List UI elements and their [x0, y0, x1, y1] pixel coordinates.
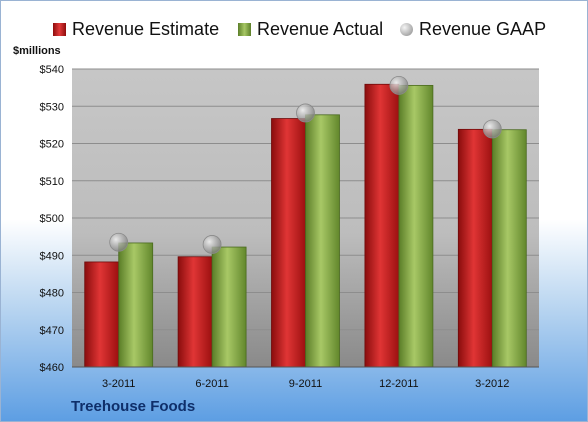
marker-revenue-gaap	[109, 232, 129, 252]
bars	[84, 83, 527, 368]
bar-revenue-actual	[118, 242, 154, 368]
y-tick-label: $520	[40, 139, 64, 151]
bar-revenue-estimate	[457, 128, 493, 368]
y-tick-label: $460	[40, 362, 64, 374]
x-tick-label: 3-2012	[475, 378, 509, 390]
x-tick-label: 3-2011	[102, 378, 135, 390]
x-tick-label: 12-2011	[379, 378, 419, 390]
x-tick-labels: 3-2011 6-2011 9-2011 12-2011 3-2012	[102, 378, 509, 390]
bar-revenue-estimate	[271, 118, 306, 368]
marker-revenue-gaap	[296, 103, 315, 123]
legend: Revenue Estimate Revenue Actual Revenue …	[1, 17, 587, 41]
legend-label-actual: Revenue Actual	[257, 18, 384, 39]
bar-revenue-actual	[211, 246, 247, 368]
y-tick-label: $470	[40, 325, 64, 337]
legend-label-estimate: Revenue Estimate	[72, 18, 220, 39]
legend-item-actual: Revenue Actual	[238, 17, 383, 41]
bar-revenue-actual	[398, 84, 434, 368]
company-name: Treehouse Foods	[71, 398, 196, 415]
legend-swatch-gaap	[400, 22, 413, 36]
x-tick-label: 6-2011	[195, 378, 228, 390]
legend-label-gaap: Revenue GAAP	[419, 18, 547, 39]
legend-swatch-estimate	[53, 22, 66, 36]
y-tick-label: $490	[40, 250, 64, 262]
y-axis-unit-label: $millions	[13, 45, 61, 57]
gaap-markers	[109, 75, 502, 254]
y-tick-label: $530	[40, 101, 64, 113]
bar-revenue-actual	[305, 114, 340, 368]
x-tick-label: 9-2011	[289, 378, 322, 390]
y-tick-label: $510	[40, 176, 64, 188]
y-tick-label: $540	[40, 64, 64, 76]
marker-revenue-gaap	[482, 119, 502, 139]
legend-item-estimate: Revenue Estimate	[53, 17, 219, 41]
bar-revenue-estimate	[364, 83, 400, 368]
legend-item-gaap: Revenue GAAP	[400, 17, 546, 41]
legend-swatch-actual	[238, 22, 251, 36]
y-tick-label: $500	[40, 213, 64, 225]
y-tick-labels: $460 $470 $480 $490 $500 $510 $520 $530 $540	[40, 64, 64, 374]
bar-revenue-actual	[491, 129, 527, 368]
marker-revenue-gaap	[389, 75, 409, 95]
bar-revenue-estimate	[84, 261, 120, 368]
y-tick-label: $480	[40, 288, 64, 300]
bar-revenue-estimate	[177, 256, 213, 368]
marker-revenue-gaap	[202, 235, 222, 254]
